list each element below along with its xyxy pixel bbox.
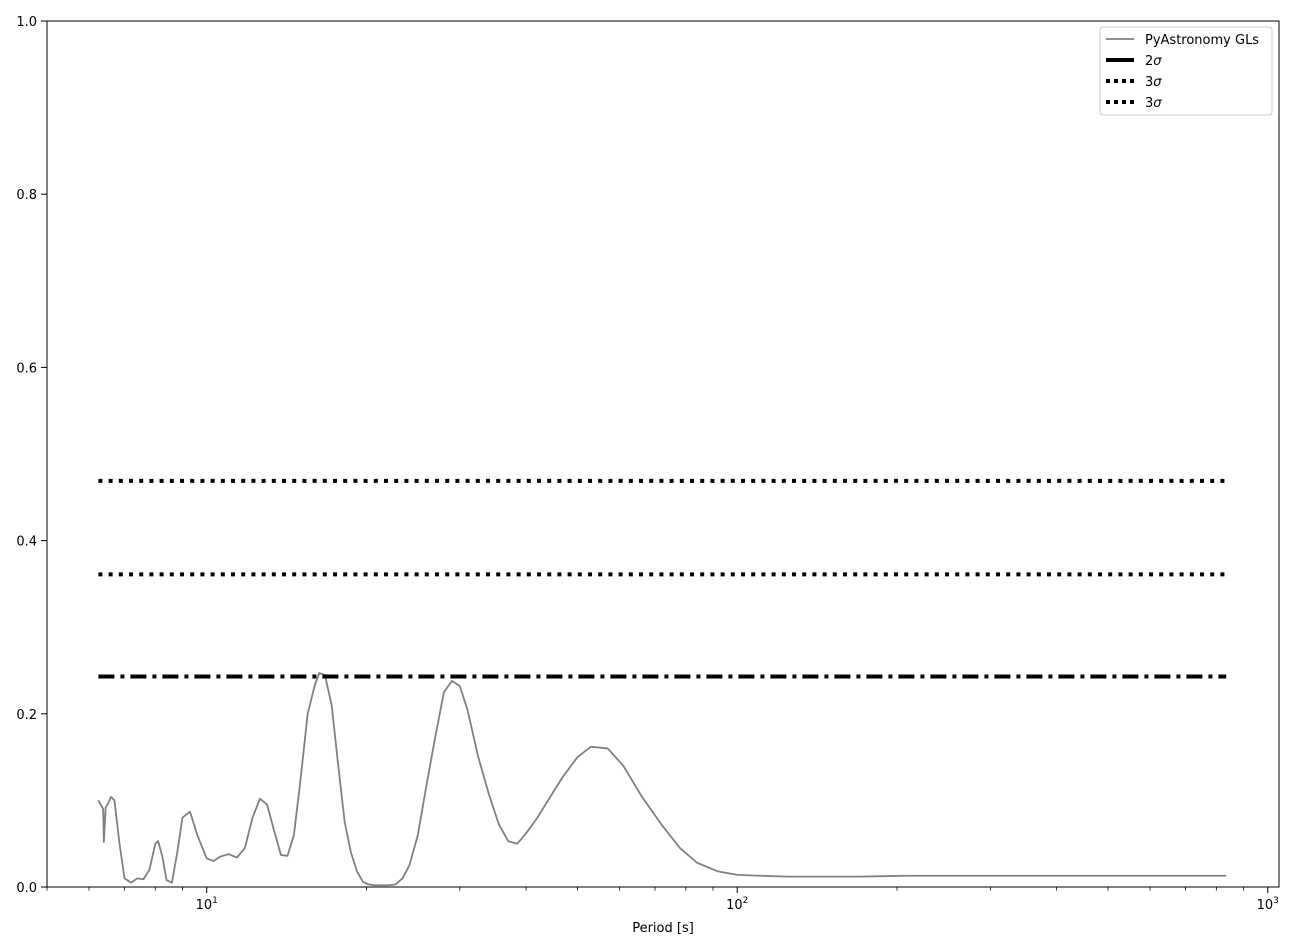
legend-label: 2σ	[1145, 54, 1162, 69]
x-tick-exponent: 1	[212, 896, 218, 906]
legend-label-main: 3	[1145, 96, 1153, 111]
legend-label: PyAstronomy GLs	[1145, 33, 1259, 48]
x-tick-base: 10	[196, 898, 213, 913]
series-line-0	[97, 672, 1227, 887]
y-tick-label: 0.4	[16, 535, 37, 550]
x-axis: 101 102 103	[46, 887, 1279, 913]
legend-label: 3σ	[1145, 96, 1162, 111]
legend-label-symbol: σ	[1153, 75, 1162, 90]
y-axis: 0.0 0.2 0.4 0.6 0.8 1.0	[16, 15, 47, 896]
legend-label: 3σ	[1145, 75, 1162, 90]
legend-label-symbol: σ	[1153, 96, 1162, 111]
legend-box	[1099, 26, 1273, 116]
y-tick-label: 0.2	[16, 708, 37, 723]
y-tick-label: 0.0	[16, 881, 37, 896]
x-tick-label: 102	[726, 896, 748, 913]
legend-label-main: 3	[1145, 75, 1153, 90]
x-tick-label: 101	[196, 896, 218, 913]
x-tick-base: 10	[1257, 898, 1274, 913]
x-tick-exponent: 3	[1273, 896, 1279, 906]
axes-frame	[46, 20, 1280, 888]
x-tick-exponent: 2	[743, 896, 749, 906]
x-tick-base: 10	[726, 898, 743, 913]
y-tick-label: 1.0	[16, 15, 37, 30]
x-axis-label: Period [s]	[632, 921, 694, 936]
y-tick-label: 0.8	[16, 188, 37, 203]
legend-label-symbol: σ	[1153, 54, 1162, 69]
plot-area	[97, 478, 1227, 887]
x-tick-label: 103	[1257, 896, 1279, 913]
y-tick-label: 0.6	[16, 361, 37, 376]
legend-label-main: 2	[1145, 54, 1153, 69]
